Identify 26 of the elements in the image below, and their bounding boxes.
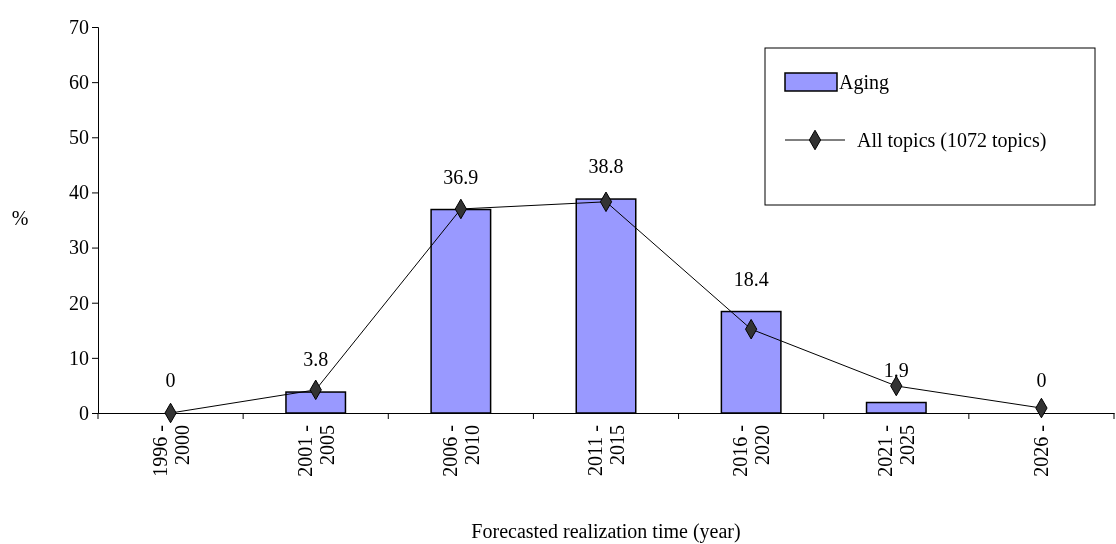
y-tick-label: 20: [69, 291, 89, 314]
data-label: 1.9: [883, 358, 909, 381]
y-tick-label: 30: [69, 236, 89, 259]
data-label: 38.8: [588, 155, 624, 178]
y-tick-label: 60: [69, 71, 89, 94]
x-tick-label: 2026 -: [1030, 425, 1053, 477]
y-tick-label: 10: [69, 346, 89, 369]
x-tick-label: 2011 - 2015: [584, 425, 628, 476]
data-label: 0: [165, 369, 176, 391]
data-label: 0: [1036, 369, 1047, 391]
x-tick-label: 2006 - 2010: [438, 425, 483, 477]
legend-label: Aging: [839, 71, 889, 94]
x-axis-title: Forecasted realization time (year): [471, 520, 741, 543]
legend-label: All topics (1072 topics): [857, 129, 1047, 152]
y-tick-label: 40: [69, 181, 89, 204]
x-tick-label: 2001 - 2005: [293, 425, 338, 477]
y-tick-label: 50: [69, 126, 89, 149]
y-tick-label: 0: [79, 401, 89, 424]
y-tick-label: 70: [69, 15, 89, 38]
x-tick-label: 1996 - 2000: [148, 425, 193, 477]
data-label: 18.4: [733, 267, 769, 290]
data-label: 3.8: [303, 348, 329, 371]
data-label: 36.9: [443, 165, 479, 188]
x-tick-label: 2016 - 2020: [729, 425, 774, 477]
x-tick-label: 2021 - 2025: [874, 425, 919, 477]
y-axis-title: %: [11, 207, 29, 229]
